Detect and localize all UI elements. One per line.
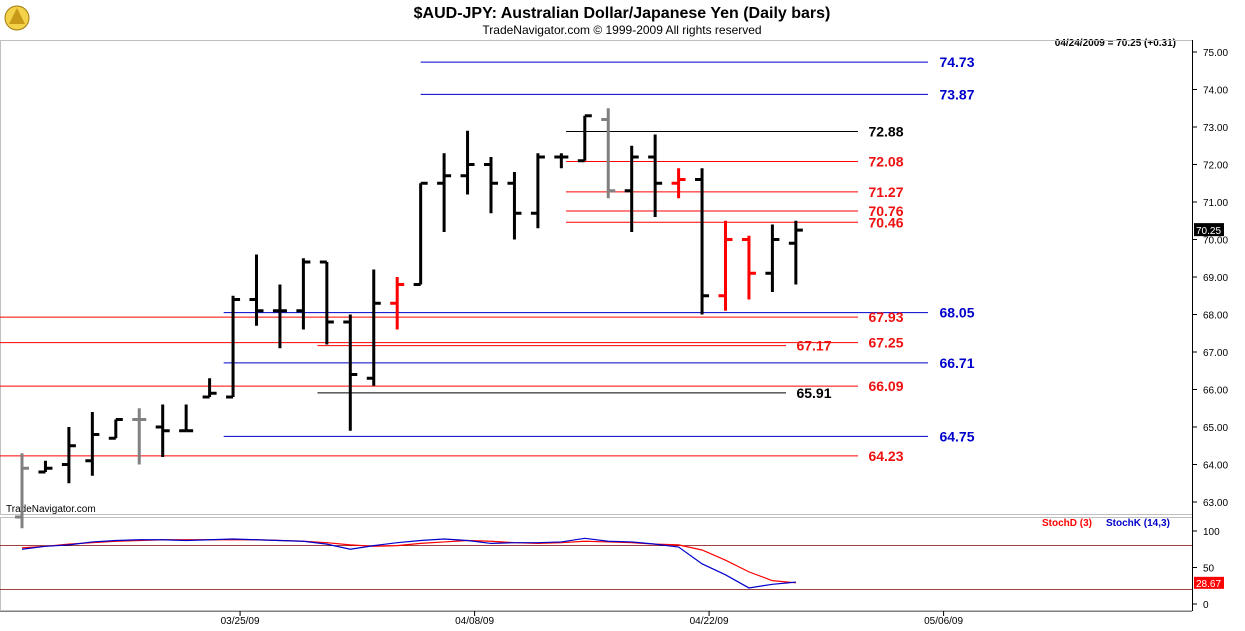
ohlc-bar [413,181,428,286]
level-label: 67.25 [868,335,903,351]
ohlc-bar [226,295,241,399]
level-label: 73.87 [939,86,974,102]
last-quote: 04/24/2009 = 70.25 (+0.31) [1055,38,1176,49]
ohlc-bar [296,258,311,330]
time-axis: 03/25/09 04/08/09 04/22/09 05/06/09 [221,611,963,627]
ohlc-bar [695,168,710,315]
stoch-layer: 100 50 0 [0,527,1220,611]
ohlc-bar [390,277,405,330]
level-label: 66.09 [868,378,903,394]
stoch-legend-k: StochK (14,3) [1106,518,1170,529]
level-label: 64.23 [868,448,903,464]
chart-title: $AUD-JPY: Australian Dollar/Japanese Yen… [414,5,831,22]
ohlc-bar [648,134,663,217]
stoch-tick-label: 100 [1203,527,1220,538]
logo-icon [4,5,30,31]
stoch-tick-label: 0 [1203,600,1209,611]
stoch-legend-d: StochD (3) [1042,518,1092,529]
ohlc-bar [437,153,452,232]
ohlc-bar [179,404,194,433]
watermark: TradeNavigator.com [6,504,96,515]
price-panel [0,40,1193,515]
level-label: 72.08 [868,154,903,170]
ohlc-bar [249,254,264,326]
level-label: 70.76 [868,203,903,219]
price-tick-label: 63.00 [1203,498,1228,509]
ohlc-bar [85,412,100,476]
stoch-tick-label: 50 [1203,564,1215,575]
level-label: 74.73 [939,54,974,70]
price-tick-label: 65.00 [1203,423,1228,434]
price-tick-label: 73.00 [1203,123,1228,134]
price-tick-label: 64.00 [1203,461,1228,472]
ohlc-bar [343,314,358,431]
time-tick-label: 04/08/09 [455,616,494,627]
level-label: 68.05 [939,305,974,321]
ohlc-bar [272,284,287,349]
ohlc-bar [507,172,522,240]
level-label: 67.93 [868,309,903,325]
price-tick-label: 68.00 [1203,311,1228,322]
ohlc-bar [671,168,686,199]
last-price-tag: 70.25 [1194,223,1224,237]
ohlc-bar [202,378,217,399]
stoch-series-line [21,539,796,584]
ohlc-bar [741,235,756,300]
ohlc-bar [319,260,334,345]
stoch-value-tag: 28.67 [1194,576,1224,590]
stoch-panel [0,517,1193,611]
price-tick-label: 67.00 [1203,348,1228,359]
price-tick-label: 70.00 [1203,236,1228,247]
time-tick-label: 03/25/09 [221,616,260,627]
level-label: 67.17 [796,338,831,354]
price-tick-label: 72.00 [1203,161,1228,172]
ohlc-bar [765,224,780,292]
ohlc-bar [460,130,475,195]
ohlc-bar [155,404,170,457]
price-tick-label: 71.00 [1203,198,1228,209]
price-axis: 63.00 64.00 65.00 66.00 67.00 68.00 69.00 70.00… [1192,48,1228,509]
ohlc-bar [577,114,592,163]
ohlc-bar [38,460,53,474]
level-label: 64.75 [939,428,974,444]
ohlc-bar [61,427,76,484]
ohlc-bar [624,145,639,232]
ohlc-bar [484,157,498,214]
level-label: 71.27 [868,184,903,200]
level-label: 66.71 [939,355,974,371]
last-price-label: 70.25 [1196,226,1221,237]
ohlc-bar [718,220,733,311]
price-tick-label: 66.00 [1203,386,1228,397]
level-label: 72.88 [868,124,903,140]
bars-layer [15,108,803,529]
ohlc-bar [15,453,29,529]
ohlc-bar [554,153,569,169]
time-tick-label: 05/06/09 [924,616,963,627]
level-label: 65.91 [796,385,831,401]
ohlc-bar [788,220,803,285]
price-tick-label: 74.00 [1203,86,1228,97]
stoch-value-label: 28.67 [1196,579,1221,590]
ohlc-bar [530,153,545,229]
ohlc-bar [108,418,123,440]
ohlc-bar [601,108,616,199]
level-label: 70.46 [868,214,903,230]
ohlc-bar [366,269,381,386]
price-tick-label: 69.00 [1203,273,1228,284]
ohlc-bar [132,408,147,465]
chart-subtitle: TradeNavigator.com © 1999-2009 All right… [482,23,761,37]
stoch-series-line [21,537,796,589]
price-tick-label: 75.00 [1203,48,1228,59]
time-tick-label: 04/22/09 [690,616,729,627]
